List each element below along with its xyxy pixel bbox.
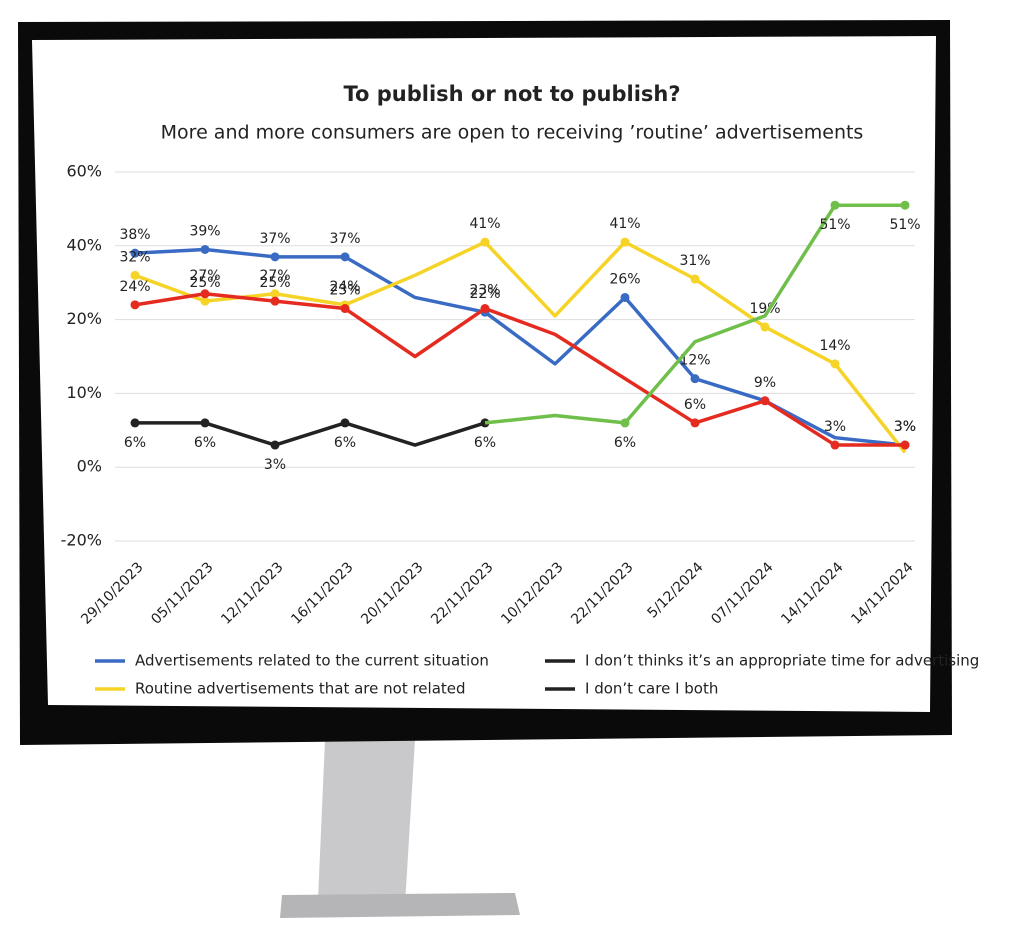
data-label: 31% [679,253,710,269]
legend-label: Advertisements related to the current si… [135,652,489,670]
data-label: 3% [894,419,916,435]
point [690,374,700,384]
data-label: 6% [334,435,356,451]
data-label: 51% [889,217,920,233]
point [690,418,700,428]
point [130,418,140,428]
point [130,270,140,280]
point [900,200,910,210]
point [270,440,280,450]
point [900,440,910,450]
y-tick-label: 0% [77,457,102,476]
data-label: 3% [824,419,846,435]
point [480,237,490,247]
point [830,359,840,369]
data-label: 24% [329,279,360,295]
point [690,274,700,284]
data-label: 27% [189,268,220,284]
data-label: 23% [329,283,360,299]
data-label: 3% [264,457,286,473]
point [620,237,630,247]
y-tick-label: 10% [66,383,102,402]
point [270,289,280,299]
data-label: 6% [474,435,496,451]
chart-subtitle: More and more consumers are open to rece… [161,122,864,144]
point [480,304,490,314]
data-label: 25% [189,275,220,291]
point [340,304,350,314]
data-label: 27% [259,268,290,284]
y-tick-label: -20% [61,531,102,550]
data-label: 41% [469,216,500,232]
data-label: 6% [194,435,216,451]
point [200,244,210,254]
data-label: 3% [894,419,916,435]
data-label: 12% [679,353,710,369]
screen [32,36,936,712]
data-label: 38% [119,227,150,243]
stand-base [280,893,520,918]
data-label: 41% [609,216,640,232]
point [200,289,210,299]
point [130,300,140,310]
point [760,322,770,332]
point [200,418,210,428]
data-label: 6% [684,397,706,413]
series-line [134,292,905,447]
stand [318,740,415,905]
series-line [134,240,907,454]
point [830,200,840,210]
point [760,396,770,406]
point [130,248,140,258]
point [340,418,350,428]
point [270,252,280,262]
point [620,418,630,428]
data-label: 6% [124,435,146,451]
point [270,296,280,306]
chart-title: To publish or not to publish? [343,82,680,106]
data-label: 51% [819,217,850,233]
data-label: 24% [119,279,150,295]
legend-label: I don’t thinks it’s an appropriate time … [585,652,979,670]
data-label: 37% [259,231,290,247]
point [620,292,630,302]
data-label: 37% [329,231,360,247]
legend-label: Routine advertisements that are not rela… [135,680,466,698]
y-tick-label: 40% [66,235,102,254]
legend-label: I don’t care I both [585,680,718,698]
data-label: 22% [469,286,500,302]
series-line [135,421,486,447]
data-label: 39% [189,223,220,239]
data-label: 14% [819,338,850,354]
y-tick-label: 60% [66,162,102,181]
point [340,252,350,262]
data-label: 23% [469,283,500,299]
data-label: 26% [609,271,640,287]
data-label: 32% [119,249,150,265]
data-label: 25% [259,275,290,291]
data-label: 9% [754,375,776,391]
point [200,296,210,306]
y-tick-label: 20% [66,309,102,328]
point [830,440,840,450]
data-label: 6% [614,435,636,451]
